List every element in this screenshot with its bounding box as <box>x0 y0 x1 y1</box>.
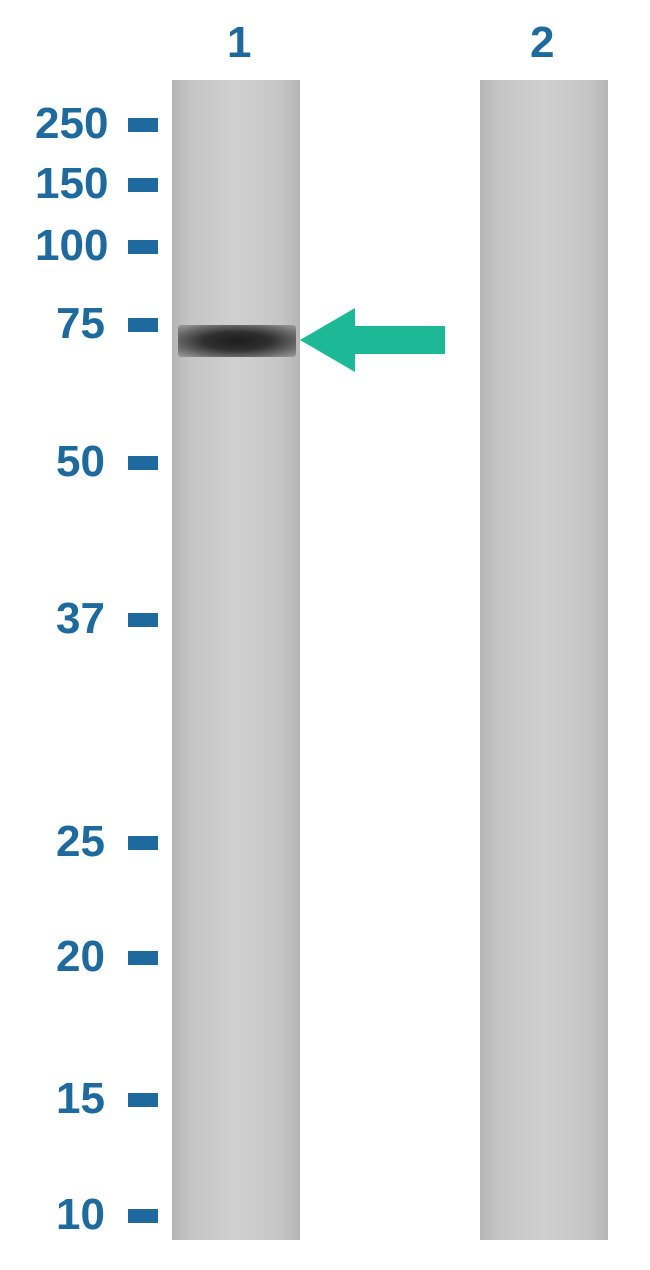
marker-label-100: 100 <box>35 221 108 271</box>
marker-label-37: 37 <box>56 594 105 644</box>
marker-tick-150 <box>128 178 158 192</box>
lane-1 <box>172 80 300 1240</box>
marker-label-75: 75 <box>56 299 105 349</box>
marker-tick-75 <box>128 318 158 332</box>
marker-tick-100 <box>128 240 158 254</box>
marker-label-50: 50 <box>56 437 105 487</box>
band-indicator-arrow <box>300 300 450 385</box>
western-blot-chart: 1 2 250 150 100 75 50 37 25 20 15 10 <box>0 0 650 1270</box>
marker-label-25: 25 <box>56 817 105 867</box>
marker-label-10: 10 <box>56 1190 105 1240</box>
marker-label-20: 20 <box>56 932 105 982</box>
marker-tick-10 <box>128 1209 158 1223</box>
marker-label-15: 15 <box>56 1074 105 1124</box>
marker-tick-20 <box>128 951 158 965</box>
marker-tick-15 <box>128 1093 158 1107</box>
marker-tick-250 <box>128 118 158 132</box>
arrow-icon <box>300 308 445 372</box>
marker-tick-37 <box>128 613 158 627</box>
marker-label-250: 250 <box>35 99 108 149</box>
marker-tick-25 <box>128 836 158 850</box>
marker-label-150: 150 <box>35 159 108 209</box>
marker-tick-50 <box>128 456 158 470</box>
lane-2 <box>480 80 608 1240</box>
lane-2-label: 2 <box>530 18 554 68</box>
lane-1-label: 1 <box>227 18 251 68</box>
band-lane-1 <box>178 325 296 357</box>
